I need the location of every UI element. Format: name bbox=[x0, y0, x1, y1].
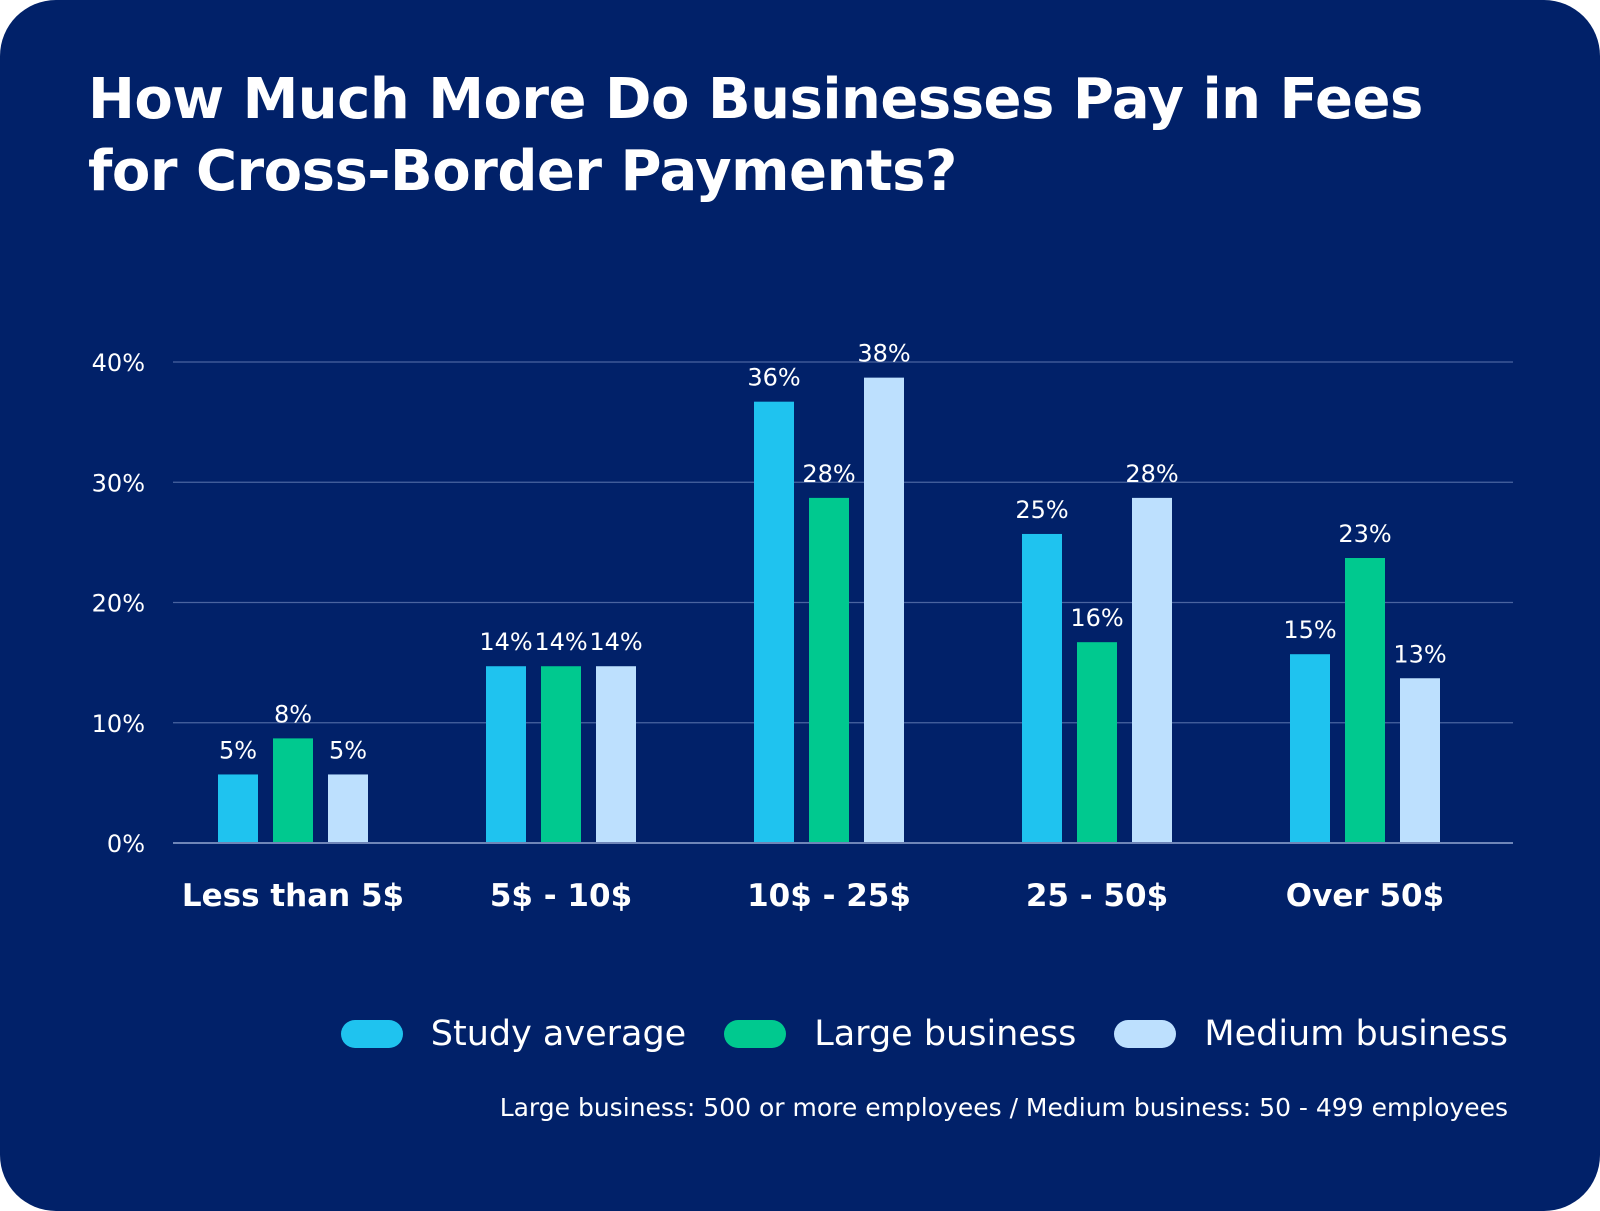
bar bbox=[1290, 654, 1330, 842]
data-label: 13% bbox=[1393, 640, 1446, 668]
data-label: 16% bbox=[1070, 604, 1123, 632]
bar bbox=[273, 738, 313, 842]
bar bbox=[754, 401, 794, 842]
legend-swatch bbox=[1114, 1020, 1177, 1048]
y-tick-label: 0% bbox=[107, 830, 145, 858]
legend-item-study-average: Study average bbox=[340, 1014, 687, 1054]
footnote: Large business: 500 or more employees / … bbox=[499, 1093, 1508, 1122]
data-label: 23% bbox=[1338, 520, 1391, 548]
data-label: 28% bbox=[802, 460, 855, 488]
data-label: 14% bbox=[534, 628, 587, 656]
bar bbox=[1345, 558, 1385, 842]
legend-label: Medium business bbox=[1204, 1014, 1508, 1054]
data-label: 38% bbox=[857, 340, 910, 368]
y-tick-label: 40% bbox=[92, 349, 145, 377]
chart-title: How Much More Do Businesses Pay in Fees … bbox=[88, 67, 1423, 204]
data-label: 14% bbox=[479, 628, 532, 656]
x-tick-label: Over 50$ bbox=[1286, 878, 1444, 914]
bar bbox=[218, 774, 258, 842]
data-label: 8% bbox=[274, 700, 312, 728]
bar bbox=[1132, 497, 1172, 842]
bar bbox=[486, 666, 526, 842]
legend: Study average Large business Medium busi… bbox=[303, 1014, 1508, 1054]
data-label: 14% bbox=[589, 628, 642, 656]
x-tick-label: 25 - 50$ bbox=[1026, 878, 1168, 914]
data-label: 28% bbox=[1125, 460, 1178, 488]
data-label: 5% bbox=[329, 736, 367, 764]
legend-label: Study average bbox=[430, 1014, 687, 1054]
y-tick-label: 30% bbox=[92, 469, 145, 497]
bar bbox=[809, 497, 849, 842]
data-label: 25% bbox=[1015, 496, 1068, 524]
bar bbox=[596, 666, 636, 842]
legend-item-large-business: Large business bbox=[724, 1014, 1076, 1054]
legend-swatch bbox=[724, 1020, 787, 1048]
legend-label: Large business bbox=[814, 1014, 1077, 1054]
y-tick-label: 20% bbox=[92, 590, 145, 618]
data-label: 36% bbox=[747, 364, 800, 392]
bar bbox=[1022, 533, 1062, 842]
bar bbox=[541, 666, 581, 842]
bar bbox=[1400, 678, 1440, 842]
y-tick-label: 10% bbox=[92, 710, 145, 738]
x-tick-label: Less than 5$ bbox=[182, 878, 404, 914]
data-label: 15% bbox=[1283, 616, 1336, 644]
bar bbox=[864, 377, 904, 842]
data-label: 5% bbox=[219, 736, 257, 764]
x-tick-label: 5$ - 10$ bbox=[490, 878, 632, 914]
bar bbox=[328, 774, 368, 842]
legend-item-medium-business: Medium business bbox=[1114, 1014, 1508, 1054]
legend-swatch bbox=[340, 1020, 403, 1048]
x-tick-label: 10$ - 25$ bbox=[747, 878, 911, 914]
bar bbox=[1077, 642, 1117, 842]
